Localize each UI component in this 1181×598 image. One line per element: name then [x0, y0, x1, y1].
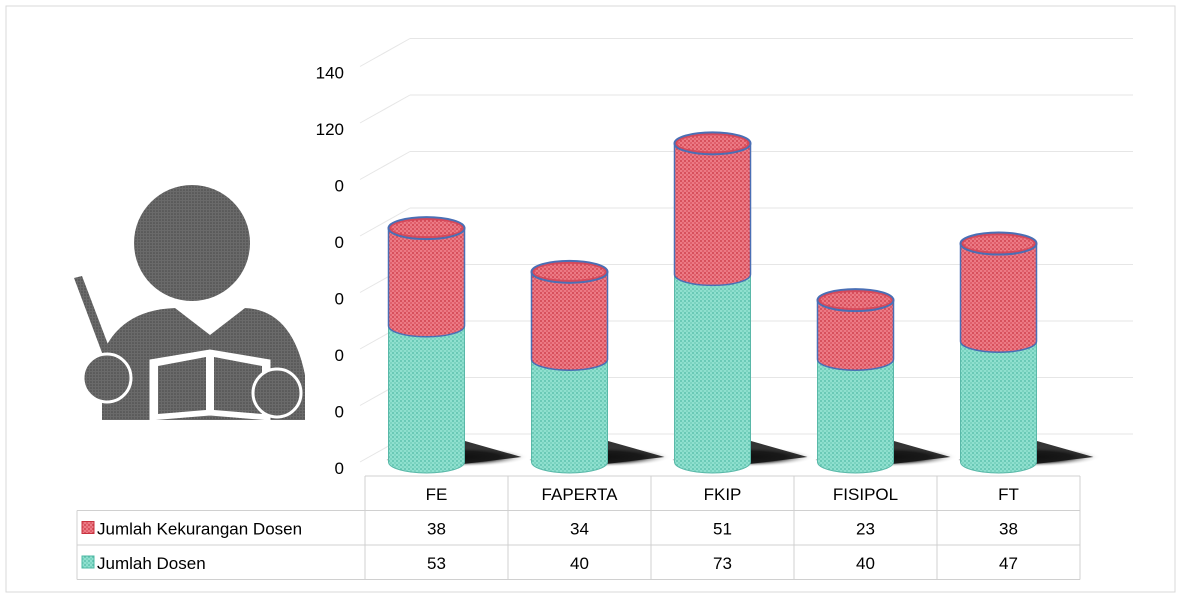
person-reading-book-icon	[74, 185, 305, 421]
bar-segment-jumlah-kekurangan-dosen	[959, 242, 1038, 353]
data-table: FE FAPERTA FKIP FISIPOL FT Jumlah Kekurangan …	[76, 475, 1081, 580]
gridline-diag	[359, 207, 411, 237]
bar-group	[813, 288, 958, 474]
bar-segment-jumlah-kekurangan-dosen	[387, 227, 466, 338]
y-tick-label: 120	[316, 120, 344, 139]
data-label: 38	[999, 520, 1018, 539]
data-label: 34	[570, 520, 589, 539]
y-tick-label: 0	[335, 177, 344, 196]
legend-swatch	[81, 555, 95, 569]
bar-segment-jumlah-dosen	[531, 358, 608, 474]
gridline-diag	[359, 38, 411, 67]
bar-group	[956, 231, 1101, 474]
bar-group	[527, 259, 672, 474]
bar-top-cap-inner	[820, 292, 891, 309]
y-tick-label: 140	[316, 64, 344, 83]
bar-top-cap-inner	[963, 235, 1034, 252]
gridline-diag	[359, 151, 411, 180]
bar-segment-jumlah-dosen	[817, 358, 894, 474]
data-label: 51	[713, 520, 732, 539]
x-tick-label: FE	[426, 485, 448, 504]
x-tick-label: FKIP	[704, 485, 742, 504]
y-tick-label: 0	[335, 346, 344, 365]
legend-label: Jumlah Dosen	[97, 554, 206, 573]
bar-segment-jumlah-dosen	[674, 273, 751, 474]
bar-top-cap-inner	[534, 263, 605, 280]
data-label: 23	[856, 520, 875, 539]
y-tick-label: 0	[335, 233, 344, 252]
data-label: 38	[427, 520, 446, 539]
bar-segment-jumlah-kekurangan-dosen	[816, 299, 895, 371]
y-tick-label: 0	[335, 290, 344, 309]
legend-label: Jumlah Kekurangan Dosen	[97, 520, 302, 539]
data-label: 47	[999, 554, 1018, 573]
legend-swatch	[81, 521, 95, 534]
bar-top-cap-inner	[391, 220, 462, 237]
x-tick-label: FT	[998, 485, 1019, 504]
x-tick-label: FAPERTA	[542, 485, 619, 504]
y-tick-label: 0	[335, 459, 344, 478]
bars	[384, 131, 1101, 474]
bar-segment-jumlah-dosen	[388, 325, 465, 474]
bar-group	[670, 131, 815, 474]
data-label: 40	[570, 554, 589, 573]
y-axis-ticks: 0 0 0 0 0 0 120 140	[316, 64, 344, 479]
x-tick-label: FISIPOL	[833, 485, 898, 504]
data-label: 53	[427, 554, 446, 573]
data-label: 73	[713, 554, 732, 573]
bar-segment-jumlah-dosen	[960, 340, 1037, 474]
gridline-diag	[359, 94, 411, 124]
bar-top-cap-inner	[677, 135, 748, 152]
data-label: 40	[856, 554, 875, 573]
bar-group	[384, 216, 529, 474]
bar-segment-jumlah-kekurangan-dosen	[673, 142, 752, 287]
bar-segment-jumlah-kekurangan-dosen	[530, 271, 609, 371]
y-tick-label: 0	[335, 403, 344, 422]
